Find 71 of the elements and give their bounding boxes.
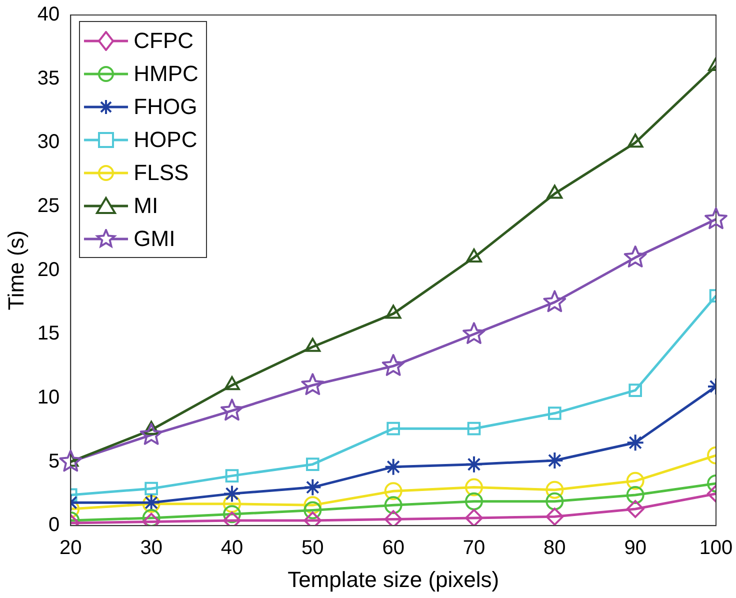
point [464,455,483,474]
point [624,246,647,268]
point [628,384,642,397]
x-tick-label: 50 [302,537,324,560]
point [304,338,321,352]
point [222,505,241,524]
x-tick-label: 30 [140,537,162,560]
legend-label: HOPC [134,126,198,152]
point [304,496,322,514]
point [626,500,644,518]
point [385,304,402,319]
point [546,508,564,526]
legend-label: FHOG [134,94,198,120]
x-tick-label: 60 [382,537,404,560]
legend-label: MI [134,192,158,218]
legend-label: FLSS [134,160,189,186]
y-axis-title: Time (s) [3,230,28,310]
point [301,373,324,396]
point [386,422,400,436]
point [140,422,163,445]
y-tick-label: 35 [37,67,60,90]
legend-label: GMI [134,226,176,252]
point [225,469,239,482]
point [464,478,483,496]
point [384,482,402,500]
point [626,434,644,452]
point [546,452,564,470]
point [466,248,482,263]
point [382,354,405,376]
point [222,484,241,503]
point [627,134,644,148]
y-tick-label: 5 [48,450,60,472]
y-tick-label: 30 [37,131,60,154]
x-tick-label: 40 [220,537,244,560]
point [462,322,486,344]
point [467,422,481,436]
point [384,510,402,526]
point [59,450,82,472]
y-tick-label: 15 [37,322,60,345]
point [626,472,644,490]
x-tick-label: 100 [699,537,733,560]
point [304,478,322,496]
point [220,398,244,421]
y-tick-label: 40 [37,4,60,26]
y-tick-label: 25 [37,194,60,217]
point [142,508,160,526]
point [464,508,483,526]
x-tick-label: 90 [624,537,646,560]
point [144,482,158,496]
point [464,492,483,510]
x-tick-label: 70 [462,537,486,560]
point [224,376,240,390]
point [222,494,241,513]
y-tick-label: 10 [37,386,60,408]
point [384,496,402,514]
point [384,458,402,476]
point [548,406,562,420]
point [626,486,644,504]
y-tick-label: 0 [48,514,60,536]
legend-label: HMPC [134,60,198,86]
point [546,480,564,499]
x-axis-title: Template size (pixels) [288,566,500,592]
point [704,207,728,230]
point [546,184,563,199]
point [546,492,564,510]
point [543,290,566,312]
point [304,501,322,520]
legend-label: CFPC [134,28,194,54]
y-tick-label: 20 [37,258,60,281]
x-tick-label: 80 [544,537,566,560]
point [306,458,320,471]
